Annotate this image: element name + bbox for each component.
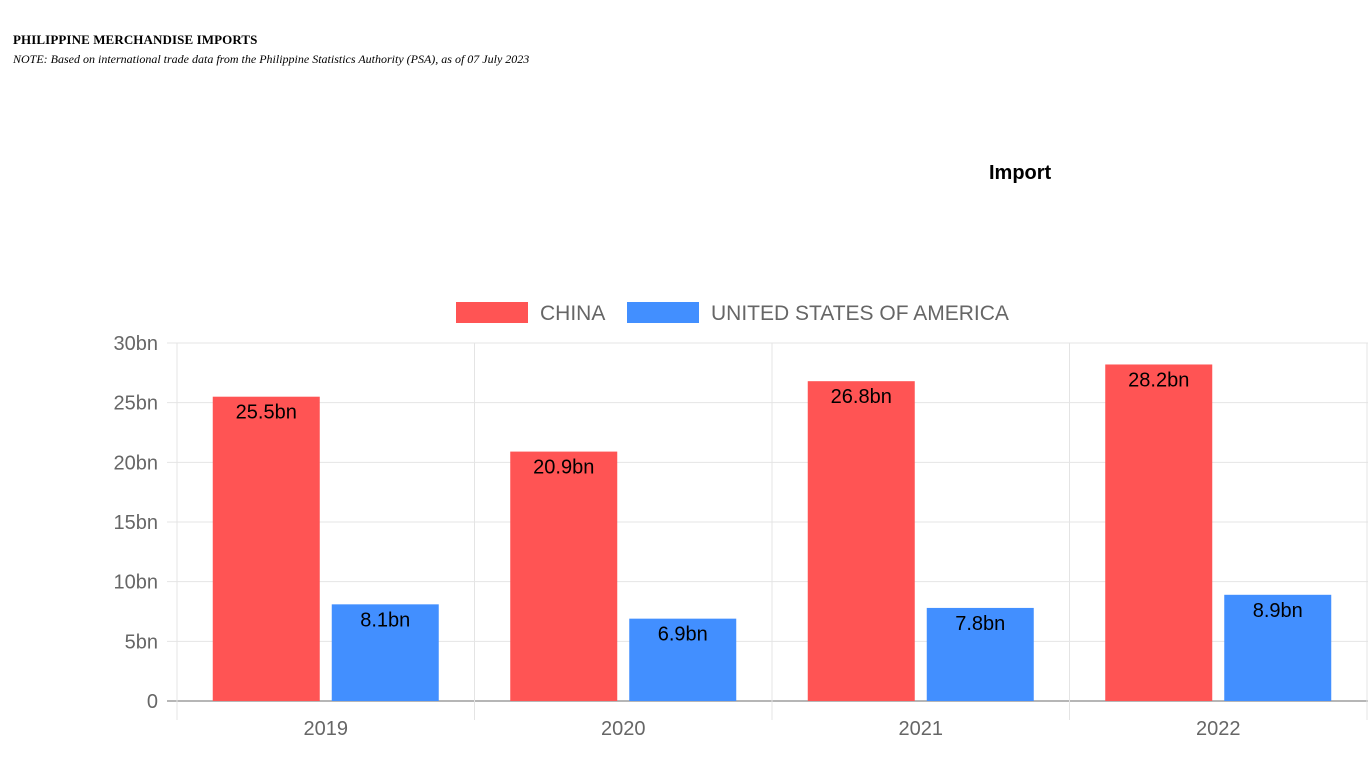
page-header: PHILIPPINE MERCHANDISE IMPORTS NOTE: Bas… (13, 32, 529, 67)
chart-title: Import (989, 162, 1052, 184)
y-tick-label: 5bn (125, 631, 158, 653)
bar-value-label: 25.5bn (236, 402, 297, 424)
bar-united-states-of-america (1224, 594, 1332, 701)
legend-label: CHINA (540, 302, 605, 325)
bar-china (212, 396, 320, 701)
bar-china (510, 451, 618, 701)
x-tick-label: 2019 (304, 718, 349, 740)
page-title: PHILIPPINE MERCHANDISE IMPORTS (13, 32, 258, 47)
bar-value-label: 6.9bn (658, 624, 708, 646)
legend-swatch (454, 300, 530, 325)
y-tick-label: 0 (147, 691, 158, 713)
bar-value-label: 28.2bn (1128, 369, 1189, 391)
y-tick-label: 25bn (114, 393, 159, 415)
bar-china (1105, 364, 1213, 701)
legend: CHINA UNITED STATES OF AMERICA (454, 300, 1009, 325)
bar-value-label: 7.8bn (955, 613, 1005, 635)
bar-united-states-of-america (331, 604, 439, 701)
bar-china (807, 381, 915, 701)
bar-united-states-of-america (629, 618, 737, 701)
bars: 25.5bn 8.1bn 20.9bn 6.9bn 26.8bn 7.8bn 28.2bn 8… (212, 364, 1332, 701)
y-tick-label: 15bn (114, 512, 159, 534)
legend-item-united-states-of-america[interactable]: UNITED STATES OF AMERICA (625, 300, 1009, 325)
page-note: NOTE: Based on international trade data … (13, 52, 530, 66)
bar-united-states-of-america (926, 607, 1034, 701)
legend-swatch (625, 300, 701, 325)
axes: 0 5bn 10bn 15bn 20bn 25bn 30bn 2019 2020 2021 2022 (114, 333, 1241, 740)
bar-value-label: 8.9bn (1253, 600, 1303, 622)
y-tick-label: 10bn (114, 572, 159, 594)
y-tick-label: 30bn (114, 333, 159, 355)
x-tick-label: 2021 (899, 718, 944, 740)
bar-value-label: 26.8bn (831, 386, 892, 408)
bar-value-label: 8.1bn (360, 609, 410, 631)
bar-value-label: 20.9bn (533, 457, 594, 479)
legend-item-china[interactable]: CHINA (454, 300, 605, 325)
x-tick-label: 2022 (1196, 718, 1241, 740)
y-tick-label: 20bn (114, 452, 159, 474)
legend-label: UNITED STATES OF AMERICA (711, 302, 1009, 325)
x-tick-label: 2020 (601, 718, 646, 740)
